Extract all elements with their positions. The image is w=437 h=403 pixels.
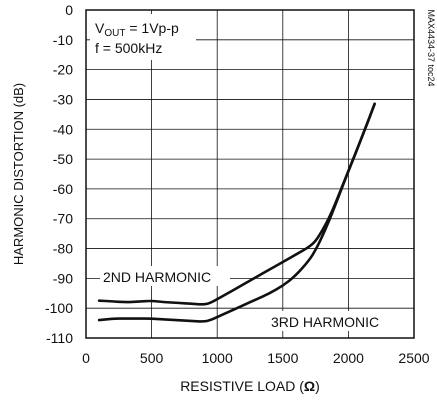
x-tick-label: 0 — [82, 350, 90, 366]
conditions-box-bg — [90, 14, 196, 60]
series-line-3rd-harmonic — [97, 102, 376, 323]
y-tick-labels: 0 -10 -20 -30 -40 -50 -60 -70 -80 -90 -100 -110 — [45, 2, 73, 346]
x-axis-title: RESISTIVE LOAD (Ω) — [180, 378, 320, 394]
y-tick-label: -30 — [53, 91, 73, 107]
y-axis-title: HARMONIC DISTORTION (dB) — [11, 83, 26, 265]
figure-reference-code: MAX4434-37 toc24 — [426, 9, 436, 86]
series-label-3rd-harmonic: 3RD HARMONIC — [271, 314, 379, 330]
y-tick-label: -40 — [53, 121, 73, 137]
label-2nd-bg — [100, 266, 230, 286]
x-tick-label: 1000 — [202, 350, 233, 366]
series-label-2nd-harmonic: 2ND HARMONIC — [103, 269, 211, 285]
y-tick-label: -110 — [46, 330, 73, 346]
y-tick-label: -50 — [53, 151, 73, 167]
x-tick-label: 500 — [140, 350, 164, 366]
grid-lines — [86, 10, 414, 338]
series-curves — [97, 102, 376, 323]
condition-frequency: f = 500kHz — [95, 40, 162, 56]
y-tick-label: -90 — [53, 270, 73, 286]
y-tick-label: -10 — [53, 32, 73, 48]
condition-vout: VOUT = 1Vp-p — [95, 20, 179, 39]
series-line-2nd-harmonic — [97, 102, 376, 306]
y-tick-label: -70 — [53, 211, 73, 227]
y-tick-label: -60 — [53, 181, 73, 197]
label-3rd-bg — [268, 311, 382, 331]
x-tick-labels: 0 500 1000 1500 2000 2500 — [82, 350, 430, 366]
y-tick-label: 0 — [65, 2, 73, 18]
y-tick-label: -100 — [45, 300, 73, 316]
x-tick-label: 2500 — [398, 350, 429, 366]
x-tick-label: 2000 — [333, 350, 364, 366]
y-tick-label: -20 — [53, 62, 73, 78]
x-tick-label: 1500 — [267, 350, 298, 366]
y-tick-label: -80 — [53, 241, 73, 257]
plot-frame — [85, 9, 415, 339]
